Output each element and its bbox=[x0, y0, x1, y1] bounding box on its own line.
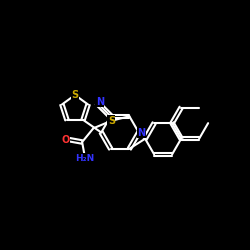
Text: S: S bbox=[72, 90, 78, 100]
Text: N: N bbox=[137, 128, 145, 138]
Text: H₂N: H₂N bbox=[75, 154, 94, 163]
Text: N: N bbox=[96, 97, 104, 107]
Text: S: S bbox=[108, 116, 115, 126]
Text: O: O bbox=[61, 134, 70, 144]
